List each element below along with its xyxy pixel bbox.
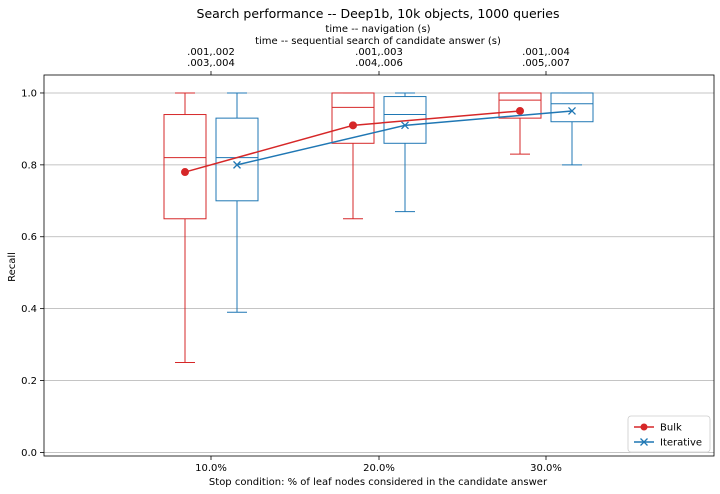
iterative-box: [383, 96, 427, 144]
x-axis-label: Stop condition: % of leaf nodes consider…: [209, 477, 548, 488]
iterative-box: [215, 117, 259, 202]
bulk-mean-marker: [181, 168, 189, 177]
y-tick-label: 0.2: [21, 376, 37, 387]
chart-title: Search performance -- Deep1b, 10k object…: [197, 6, 560, 21]
y-tick-label: 0.8: [21, 160, 37, 171]
x-tick-label: 30.0%: [530, 463, 562, 474]
iterative-box: [550, 92, 594, 123]
legend-label-bulk: Bulk: [660, 423, 682, 434]
y-tick-label: 1.0: [21, 88, 37, 99]
legend-marker-bulk: [640, 423, 648, 431]
bulk-box: [498, 92, 542, 119]
plot-area: 0.0 0.2 0.4 0.6 0.8 1.0 10.0% .001,.002.003,.00…: [21, 47, 715, 474]
axes-frame: [43, 74, 715, 457]
iterative-mean-marker: [233, 160, 241, 169]
iterative-mean-marker: [401, 121, 409, 130]
top-tick-label: .005,.007: [522, 58, 570, 69]
top-tick-label: .001,.002: [187, 47, 235, 58]
top-tick-label: .001,.003: [355, 47, 403, 58]
legend-marker-iterative: [640, 438, 648, 446]
iterative-mean-marker: [568, 106, 576, 115]
y-tick-label: 0.4: [21, 304, 37, 315]
top-axis-label-sequential: time -- sequential search of candidate a…: [255, 36, 501, 47]
y-tick-label: 0.0: [21, 448, 37, 459]
bulk-box: [331, 92, 375, 144]
top-tick-label: .001,.004: [522, 47, 570, 58]
y-axis-label: Recall: [7, 252, 18, 282]
y-tick-label: 0.6: [21, 232, 37, 243]
top-tick-label: .004,.006: [355, 58, 403, 69]
legend: Bulk Iterative: [627, 415, 711, 453]
top-tick-label: .003,.004: [187, 58, 235, 69]
bulk-mean-marker: [349, 121, 357, 130]
top-axis-label-navigation: time -- navigation (s): [325, 24, 430, 35]
legend-box: [627, 415, 711, 453]
x-tick-label: 10.0%: [195, 463, 227, 474]
bulk-mean-marker: [516, 106, 524, 115]
x-tick-label: 20.0%: [363, 463, 395, 474]
bulk-box: [163, 114, 207, 220]
legend-label-iterative: Iterative: [660, 438, 702, 449]
